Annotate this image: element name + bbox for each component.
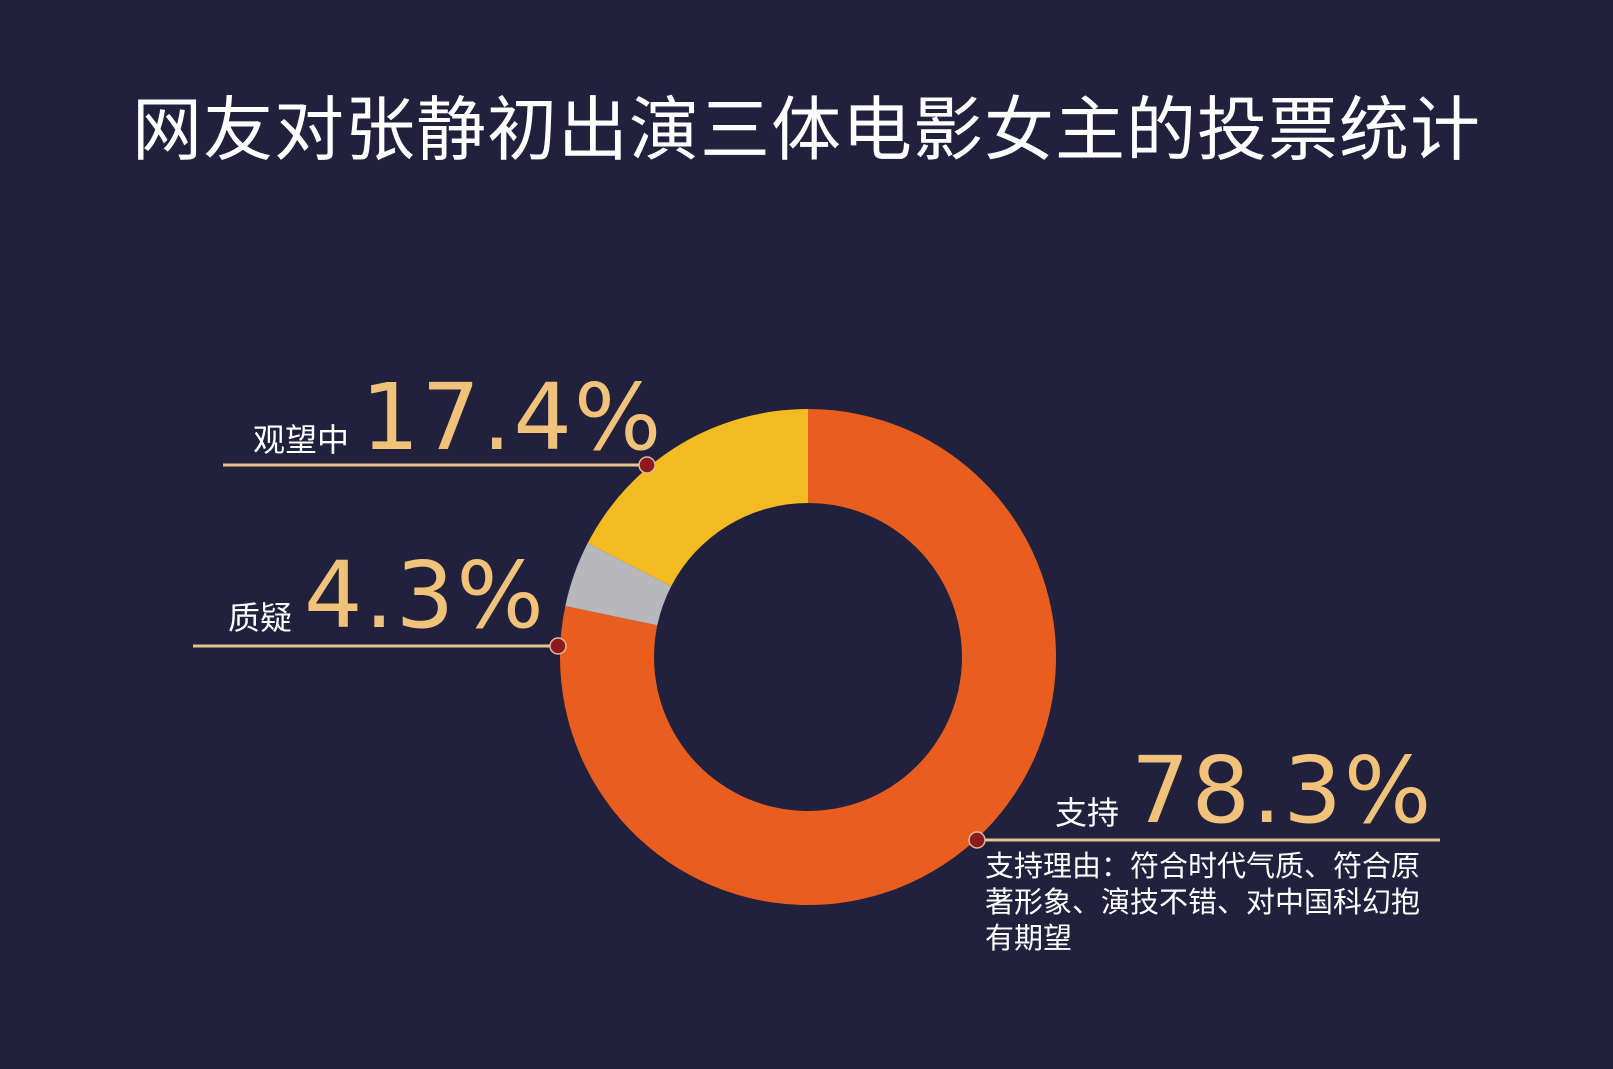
slice-0 xyxy=(559,409,1056,906)
label-doubt: 质疑 4.3% xyxy=(228,550,546,642)
marker-support xyxy=(968,831,986,849)
donut-slices xyxy=(559,409,1056,906)
marker-watching xyxy=(638,456,656,474)
label-support: 支持 78.3% xyxy=(1055,745,1433,837)
support-reason-note: 支持理由：符合时代气质、符合原著形象、演技不错、对中国科幻抱有期望 xyxy=(985,849,1421,955)
slice-1 xyxy=(565,543,672,626)
category-label-watching: 观望中 xyxy=(253,421,350,459)
marker-doubt xyxy=(549,637,567,655)
leader-lines xyxy=(193,456,1440,849)
category-label-doubt: 质疑 xyxy=(228,599,293,637)
value-label-doubt: 4.3% xyxy=(304,542,546,649)
value-label-watching: 17.4% xyxy=(361,364,664,471)
category-label-support: 支持 xyxy=(1055,794,1120,832)
value-label-support: 78.3% xyxy=(1131,737,1434,844)
label-watching: 观望中 17.4% xyxy=(253,372,663,464)
chart-title: 网友对张静初出演三体电影女主的投票统计 xyxy=(132,89,1481,171)
slice-2 xyxy=(587,409,808,587)
